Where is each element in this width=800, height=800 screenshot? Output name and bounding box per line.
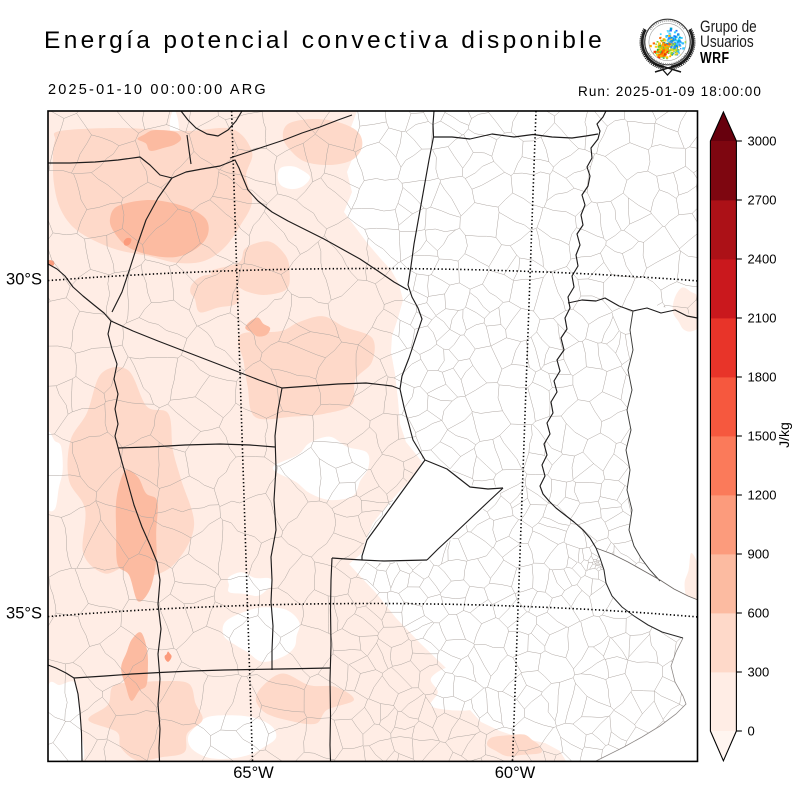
svg-text:300: 300 (748, 665, 770, 680)
svg-text:J/kg: J/kg (776, 422, 792, 448)
svg-text:35°S: 35°S (6, 605, 42, 623)
svg-text:0: 0 (748, 724, 755, 739)
svg-text:2400: 2400 (748, 252, 777, 267)
svg-text:900: 900 (748, 547, 770, 562)
svg-text:2700: 2700 (748, 193, 777, 208)
svg-text:1500: 1500 (748, 429, 777, 444)
svg-text:2100: 2100 (748, 311, 777, 326)
svg-text:60°W: 60°W (495, 764, 536, 782)
svg-text:1200: 1200 (748, 488, 777, 503)
svg-text:65°W: 65°W (233, 764, 274, 782)
svg-text:3000: 3000 (748, 134, 777, 149)
svg-text:30°S: 30°S (6, 271, 42, 289)
svg-text:1800: 1800 (748, 370, 777, 385)
svg-text:600: 600 (748, 606, 770, 621)
